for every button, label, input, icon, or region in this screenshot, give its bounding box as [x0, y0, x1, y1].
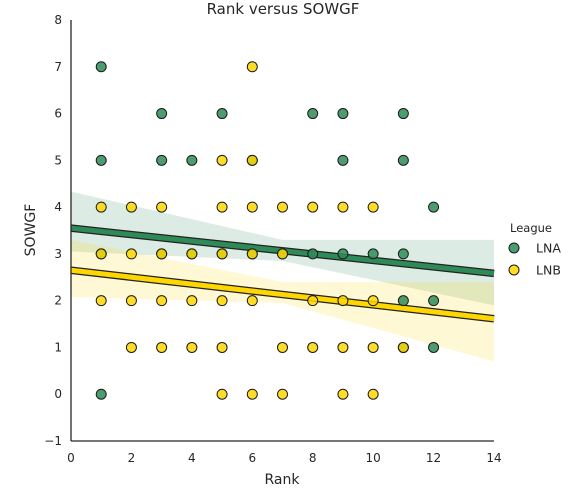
lnb-data-point: [156, 248, 168, 260]
lnb-data-point: [246, 154, 258, 166]
lnb-legend-label: LNB: [536, 263, 561, 278]
x-tick-label: 8: [309, 451, 317, 465]
lnb-data-point: [337, 341, 349, 353]
y-tick-label: 7: [54, 60, 62, 74]
lnb-data-point: [125, 201, 137, 213]
lnb-data-point: [277, 341, 288, 353]
lnb-data-point: [337, 388, 349, 400]
y-tick-label: 4: [54, 200, 62, 214]
lnb-data-point: [246, 201, 258, 213]
lnb-data-point: [216, 295, 228, 307]
lna-data-point: [337, 108, 349, 120]
lnb-regression-line: [70, 267, 495, 322]
chart-title: Rank versus SOWGF: [207, 0, 360, 18]
x-tick-label: 14: [486, 451, 501, 465]
lna-data-point: [95, 61, 107, 73]
lna-data-point: [307, 108, 319, 120]
y-tick-label: 5: [54, 153, 62, 167]
lna-data-point: [186, 154, 198, 166]
lnb-data-point: [367, 295, 379, 307]
lnb-data-point: [397, 341, 409, 353]
lnb-data-point: [125, 341, 137, 353]
lna-data-point: [95, 388, 107, 400]
lnb-data-point: [246, 248, 258, 260]
lnb-data-point: [216, 201, 228, 213]
lnb-data-point: [246, 61, 258, 73]
y-axis-label: SOWGF: [23, 204, 39, 257]
y-tick-label: 8: [54, 13, 62, 27]
lna-data-point: [397, 295, 409, 307]
lna-data-point: [428, 341, 440, 353]
lna-data-point: [95, 154, 107, 166]
y-tick-label: 6: [54, 107, 62, 121]
lnb-data-point: [367, 341, 379, 353]
legend: League LNA LNB: [508, 221, 561, 278]
lnb-data-point: [186, 248, 198, 260]
lnb-data-point: [216, 341, 228, 353]
y-tick-label: 0: [54, 387, 62, 401]
lnb-data-point: [277, 201, 288, 213]
lnb-data-point: [95, 295, 107, 307]
lnb-data-point: [156, 295, 168, 307]
lna-data-point: [156, 154, 168, 166]
lnb-data-point: [95, 248, 107, 260]
y-tick-label: −1: [44, 434, 62, 448]
lnb-data-point: [367, 201, 379, 213]
lnb-data-point: [95, 201, 107, 213]
lnb-data-point: [216, 154, 228, 166]
lnb-data-point: [307, 201, 319, 213]
lnb-data-point: [307, 295, 319, 307]
y-tick-label: 3: [54, 247, 62, 261]
lnb-data-point: [156, 341, 168, 353]
lnb-data-point: [125, 295, 137, 307]
lna-data-point: [397, 248, 409, 260]
lnb-data-point: [216, 388, 228, 400]
x-tick-label: 2: [128, 451, 136, 465]
lna-data-point: [367, 248, 379, 260]
lna-legend-label: LNA: [536, 241, 561, 256]
lna-data-point: [307, 248, 319, 260]
lna-data-point: [397, 154, 409, 166]
lnb-data-point: [337, 295, 349, 307]
lna-data-point: [428, 201, 440, 213]
lnb-data-point: [186, 295, 198, 307]
lnb-data-point: [156, 201, 168, 213]
y-tick-label: 1: [54, 340, 62, 354]
lnb-data-point: [337, 201, 349, 213]
x-tick-label: 12: [426, 451, 441, 465]
x-tick-label: 10: [366, 451, 381, 465]
lnb-data-point: [125, 248, 137, 260]
lnb-data-point: [246, 388, 258, 400]
lna-data-point: [337, 154, 349, 166]
data-points: [95, 61, 440, 400]
axes: [70, 20, 494, 442]
lnb-data-point: [216, 248, 228, 260]
x-tick-label: 4: [188, 451, 196, 465]
lnb-confidence-band: [71, 239, 494, 362]
legend-title: League: [510, 221, 552, 235]
lna-data-point: [216, 108, 228, 120]
lna-data-point: [337, 248, 349, 260]
lna-data-point: [156, 108, 168, 120]
lnb-data-point: [307, 341, 319, 353]
lnb-data-point: [277, 388, 288, 400]
lnb-legend-marker: [508, 264, 520, 276]
x-axis-label: Rank: [265, 472, 301, 488]
lnb-data-point: [277, 248, 288, 260]
y-tick-label: 2: [54, 294, 62, 308]
lna-legend-marker: [508, 242, 520, 254]
x-tick-label: 0: [67, 451, 75, 465]
lnb-data-point: [367, 388, 379, 400]
lna-data-point: [428, 295, 440, 307]
lna-data-point: [397, 108, 409, 120]
lnb-data-point: [246, 295, 258, 307]
lnb-data-point: [186, 341, 198, 353]
x-tick-label: 6: [248, 451, 256, 465]
